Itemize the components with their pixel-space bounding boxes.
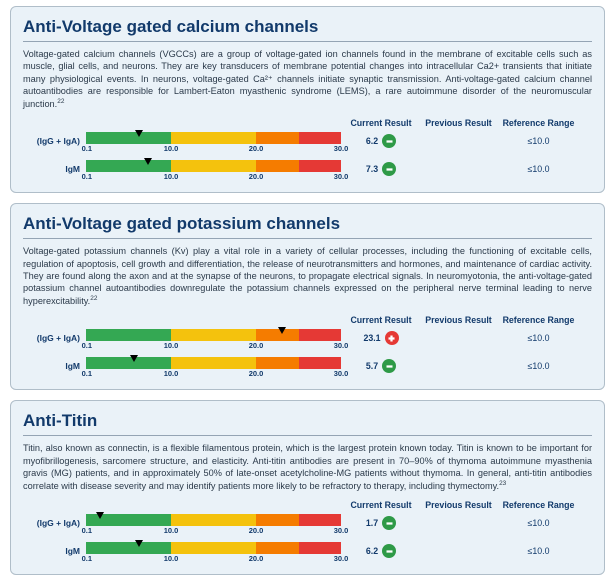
- current-result: 1.7: [341, 516, 421, 530]
- reference-range: ≤10.0: [496, 546, 581, 556]
- current-result: 7.3: [341, 162, 421, 176]
- current-result: 6.2: [341, 544, 421, 558]
- panel-vgkc: Anti-Voltage gated potassium channels Vo…: [10, 203, 605, 390]
- row-label: IgM: [23, 164, 86, 174]
- value-marker: [96, 512, 104, 519]
- range-bar: 0.110.020.030.0: [86, 325, 341, 351]
- panel-titin: Anti-Titin Titin, also known as connecti…: [10, 400, 605, 575]
- value-marker: [135, 540, 143, 547]
- panel-description: Voltage-gated potassium channels (Kv) pl…: [23, 245, 592, 307]
- status-indicator-icon: [382, 516, 396, 530]
- divider: [23, 435, 592, 436]
- columns-header: . Current Result Previous Result Referen…: [23, 118, 592, 128]
- panel-title: Anti-Voltage gated calcium channels: [23, 17, 592, 37]
- col-reference: Reference Range: [496, 315, 581, 325]
- reference-range: ≤10.0: [496, 136, 581, 146]
- value-marker: [135, 130, 143, 137]
- range-bar: 0.110.020.030.0: [86, 353, 341, 379]
- col-previous: Previous Result: [421, 118, 496, 128]
- divider: [23, 41, 592, 42]
- status-indicator-icon: [382, 544, 396, 558]
- reference-range: ≤10.0: [496, 333, 581, 343]
- panel-vgcc: Anti-Voltage gated calcium channels Volt…: [10, 6, 605, 193]
- panel-description: Voltage-gated calcium channels (VGCCs) a…: [23, 48, 592, 110]
- status-indicator-icon: [385, 331, 399, 345]
- col-current: Current Result: [341, 118, 421, 128]
- panel-description: Titin, also known as connectin, is a fle…: [23, 442, 592, 492]
- col-reference: Reference Range: [496, 500, 581, 510]
- col-previous: Previous Result: [421, 315, 496, 325]
- result-row: (IgG + IgA) 0.110.020.030.0 6.2 ≤10.0: [23, 128, 592, 154]
- result-row: IgM 0.110.020.030.0 5.7 ≤10.0: [23, 353, 592, 379]
- result-row: (IgG + IgA) 0.110.020.030.0 23.1 ≤10.0: [23, 325, 592, 351]
- row-label: (IgG + IgA): [23, 518, 86, 528]
- row-label: IgM: [23, 361, 86, 371]
- range-bar: 0.110.020.030.0: [86, 510, 341, 536]
- row-label: (IgG + IgA): [23, 333, 86, 343]
- row-label: IgM: [23, 546, 86, 556]
- col-current: Current Result: [341, 315, 421, 325]
- result-row: IgM 0.110.020.030.0 6.2 ≤10.0: [23, 538, 592, 564]
- col-current: Current Result: [341, 500, 421, 510]
- range-bar: 0.110.020.030.0: [86, 128, 341, 154]
- range-bar: 0.110.020.030.0: [86, 538, 341, 564]
- col-reference: Reference Range: [496, 118, 581, 128]
- current-result: 23.1: [341, 331, 421, 345]
- current-result: 6.2: [341, 134, 421, 148]
- result-row: IgM 0.110.020.030.0 7.3 ≤10.0: [23, 156, 592, 182]
- panel-title: Anti-Titin: [23, 411, 592, 431]
- col-previous: Previous Result: [421, 500, 496, 510]
- result-row: (IgG + IgA) 0.110.020.030.0 1.7 ≤10.0: [23, 510, 592, 536]
- value-marker: [278, 327, 286, 334]
- reference-range: ≤10.0: [496, 518, 581, 528]
- status-indicator-icon: [382, 359, 396, 373]
- reference-range: ≤10.0: [496, 164, 581, 174]
- current-result: 5.7: [341, 359, 421, 373]
- panel-title: Anti-Voltage gated potassium channels: [23, 214, 592, 234]
- value-marker: [130, 355, 138, 362]
- value-marker: [144, 158, 152, 165]
- reference-range: ≤10.0: [496, 361, 581, 371]
- status-indicator-icon: [382, 134, 396, 148]
- status-indicator-icon: [382, 162, 396, 176]
- columns-header: . Current Result Previous Result Referen…: [23, 315, 592, 325]
- divider: [23, 238, 592, 239]
- columns-header: . Current Result Previous Result Referen…: [23, 500, 592, 510]
- range-bar: 0.110.020.030.0: [86, 156, 341, 182]
- row-label: (IgG + IgA): [23, 136, 86, 146]
